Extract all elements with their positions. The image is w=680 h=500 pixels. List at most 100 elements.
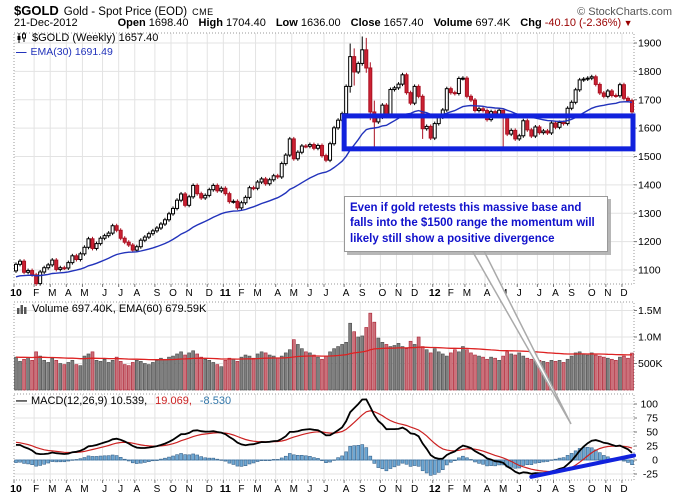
svg-text:D: D	[411, 288, 418, 299]
svg-text:100: 100	[640, 399, 658, 411]
svg-text:10: 10	[10, 287, 22, 299]
svg-text:M: M	[253, 484, 261, 495]
macd-signal-value: 19.069,	[155, 395, 192, 407]
svg-text:O: O	[378, 484, 386, 495]
annotations	[341, 113, 637, 479]
svg-text:M: M	[80, 288, 88, 299]
svg-text:11: 11	[220, 483, 231, 495]
svg-text:1300: 1300	[638, 208, 662, 220]
svg-text:M: M	[499, 484, 507, 495]
quote-bar: 21-Dec-2012 Open 1698.40 High 1704.40 Low …	[14, 17, 672, 29]
volume-bars-icon	[17, 305, 27, 314]
annotation-callout: Even if gold retests this massive base a…	[344, 196, 608, 252]
annotation-text: Even if gold retests this massive base a…	[350, 202, 595, 245]
svg-text:1100: 1100	[638, 265, 661, 277]
ema-legend: — EMA(30) 1691.49	[16, 46, 113, 58]
svg-text:M: M	[48, 484, 56, 495]
svg-text:D: D	[206, 484, 213, 495]
svg-text:1800: 1800	[638, 66, 662, 78]
price-panel-legend: $GOLD (Weekly) 1657.40	[16, 32, 158, 44]
svg-text:O: O	[378, 288, 386, 299]
quote-field-open: Open 1698.40	[117, 17, 189, 29]
quote-field-volume: Volume 697.4K	[433, 17, 511, 29]
svg-text:J: J	[118, 288, 123, 299]
svg-text:M: M	[253, 288, 261, 299]
svg-text:D: D	[206, 288, 213, 299]
svg-text:S: S	[154, 288, 161, 299]
macd-histogram-value: -8.530	[199, 395, 232, 407]
svg-text:25: 25	[646, 441, 658, 453]
svg-text:J: J	[324, 484, 329, 495]
svg-text:O: O	[169, 484, 177, 495]
svg-text:N: N	[395, 484, 402, 495]
svg-text:N: N	[395, 288, 402, 299]
svg-text:S: S	[568, 288, 575, 299]
svg-text:A: A	[65, 288, 72, 299]
svg-text:1200: 1200	[638, 236, 662, 248]
svg-text:O: O	[588, 288, 596, 299]
svg-text:O: O	[169, 288, 177, 299]
svg-text:J: J	[102, 288, 107, 299]
svg-text:12: 12	[429, 287, 441, 299]
svg-text:N: N	[604, 484, 611, 495]
change-down-arrow-icon: ▼	[621, 18, 633, 28]
svg-text:M: M	[290, 288, 298, 299]
svg-text:F: F	[33, 288, 39, 299]
panel-borders	[13, 32, 635, 481]
svg-text:500K: 500K	[638, 358, 663, 370]
svg-text:J: J	[307, 484, 312, 495]
svg-text:10: 10	[10, 483, 22, 495]
svg-text:F: F	[448, 288, 454, 299]
stockcharts-copyright-link[interactable]: © StockCharts.com	[577, 6, 672, 18]
svg-text:J: J	[102, 484, 107, 495]
svg-text:A: A	[484, 288, 491, 299]
chart-area: 1900 1800 1700 1600 1500 1400 1300 1200 1100 500K…	[0, 30, 680, 500]
svg-text:1500: 1500	[638, 151, 662, 163]
ema-legend-text: EMA(30) 1691.49	[30, 46, 113, 58]
svg-text:75: 75	[646, 413, 658, 425]
svg-text:F: F	[238, 484, 244, 495]
candlestick-icon	[17, 32, 26, 43]
svg-text:M: M	[48, 288, 56, 299]
svg-text:S: S	[359, 288, 366, 299]
chart-header: $GOLD Gold - Spot Price (EOD) CME © Stoc…	[14, 3, 672, 18]
svg-text:A: A	[552, 288, 559, 299]
price-legend-text: $GOLD (Weekly) 1657.40	[32, 32, 159, 44]
svg-text:F: F	[33, 484, 39, 495]
exchange-label: CME	[192, 7, 214, 17]
macd-line-swatch: —	[16, 395, 27, 407]
svg-text:1900: 1900	[638, 38, 662, 50]
svg-text:A: A	[274, 484, 281, 495]
support-zone-box	[341, 113, 636, 152]
axes: 1900 1800 1700 1600 1500 1400 1300 1200 1100 500K…	[10, 38, 662, 496]
svg-text:50: 50	[646, 427, 658, 439]
macd-panel	[14, 398, 634, 476]
svg-text:M: M	[80, 484, 88, 495]
svg-text:J: J	[517, 288, 522, 299]
macd-divergence-trendline	[529, 453, 637, 479]
svg-text:D: D	[620, 288, 627, 299]
svg-text:F: F	[448, 484, 454, 495]
svg-text:A: A	[343, 288, 350, 299]
ticker-symbol: $GOLD	[14, 3, 59, 18]
svg-text:J: J	[537, 288, 542, 299]
svg-text:0: 0	[652, 455, 658, 467]
svg-text:11: 11	[220, 287, 231, 299]
svg-text:12: 12	[429, 483, 441, 495]
svg-text:S: S	[154, 484, 161, 495]
svg-text:M: M	[463, 288, 471, 299]
svg-text:M: M	[290, 484, 298, 495]
svg-text:J: J	[537, 484, 542, 495]
svg-text:N: N	[604, 288, 611, 299]
price-panel	[14, 36, 634, 286]
quote-fields: Open 1698.40 High 1704.40 Low 1636.00 Close…	[118, 17, 633, 29]
quote-field-high: High 1704.40	[198, 17, 266, 29]
svg-text:1400: 1400	[638, 179, 662, 191]
quote-field-chg: Chg -40.10 (-2.36%) ▼	[520, 17, 633, 29]
svg-text:J: J	[307, 288, 312, 299]
instrument-name: Gold - Spot Price (EOD)	[63, 6, 188, 18]
svg-text:S: S	[568, 484, 575, 495]
svg-text:1.5M: 1.5M	[638, 305, 661, 317]
svg-text:1600: 1600	[638, 123, 662, 135]
ema-line-swatch: —	[16, 46, 27, 58]
